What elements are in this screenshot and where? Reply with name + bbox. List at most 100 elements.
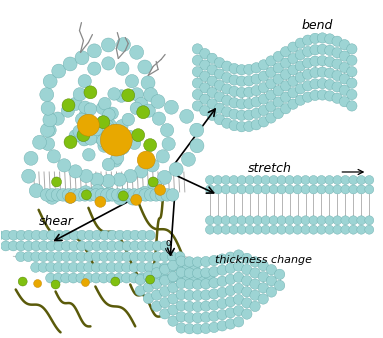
Circle shape xyxy=(213,175,223,185)
Circle shape xyxy=(261,216,270,225)
Text: α: α xyxy=(166,238,172,248)
Circle shape xyxy=(225,319,236,329)
Circle shape xyxy=(184,268,195,278)
Circle shape xyxy=(317,90,327,100)
Circle shape xyxy=(347,101,357,111)
Circle shape xyxy=(166,189,179,201)
Circle shape xyxy=(100,139,113,151)
Circle shape xyxy=(101,119,114,132)
Circle shape xyxy=(129,273,139,283)
Circle shape xyxy=(237,185,246,194)
Circle shape xyxy=(225,252,236,262)
Circle shape xyxy=(148,178,162,192)
Circle shape xyxy=(84,262,94,272)
Circle shape xyxy=(229,86,239,97)
Circle shape xyxy=(83,273,93,283)
Circle shape xyxy=(161,189,173,201)
Circle shape xyxy=(295,72,306,82)
Circle shape xyxy=(76,262,86,272)
Circle shape xyxy=(101,187,115,201)
Circle shape xyxy=(234,306,244,316)
Circle shape xyxy=(192,324,203,334)
Circle shape xyxy=(115,90,128,102)
Circle shape xyxy=(175,262,185,272)
Circle shape xyxy=(160,286,170,297)
Circle shape xyxy=(61,104,75,117)
Circle shape xyxy=(18,277,27,286)
Circle shape xyxy=(122,252,132,262)
Circle shape xyxy=(142,104,155,117)
Circle shape xyxy=(285,175,294,185)
Circle shape xyxy=(192,268,203,279)
Circle shape xyxy=(33,135,46,149)
Circle shape xyxy=(167,262,177,272)
Circle shape xyxy=(259,105,269,116)
Circle shape xyxy=(168,294,178,304)
Circle shape xyxy=(253,175,262,185)
Circle shape xyxy=(84,132,97,145)
Circle shape xyxy=(205,175,214,185)
Circle shape xyxy=(221,185,230,194)
Circle shape xyxy=(73,189,86,201)
Circle shape xyxy=(123,230,133,240)
Circle shape xyxy=(151,268,162,278)
Circle shape xyxy=(116,62,129,75)
Circle shape xyxy=(280,92,291,102)
Circle shape xyxy=(293,216,302,225)
Circle shape xyxy=(209,289,219,299)
Circle shape xyxy=(357,175,366,185)
Circle shape xyxy=(301,185,310,194)
Circle shape xyxy=(253,216,262,225)
Circle shape xyxy=(293,175,302,185)
Circle shape xyxy=(317,67,327,77)
Circle shape xyxy=(54,241,64,251)
Circle shape xyxy=(269,175,278,185)
Circle shape xyxy=(295,38,306,48)
Circle shape xyxy=(234,250,244,260)
Circle shape xyxy=(269,225,278,234)
Circle shape xyxy=(317,185,326,194)
Circle shape xyxy=(285,185,294,194)
Circle shape xyxy=(51,280,60,289)
Circle shape xyxy=(277,175,286,185)
Circle shape xyxy=(125,74,139,88)
Circle shape xyxy=(310,45,320,55)
Circle shape xyxy=(160,123,174,137)
Circle shape xyxy=(117,142,129,154)
Circle shape xyxy=(152,262,162,272)
Circle shape xyxy=(251,120,262,130)
Circle shape xyxy=(57,159,71,172)
Circle shape xyxy=(280,69,291,80)
Circle shape xyxy=(102,57,115,70)
Circle shape xyxy=(111,130,124,143)
Circle shape xyxy=(91,273,101,283)
Circle shape xyxy=(135,97,148,111)
Circle shape xyxy=(301,216,310,225)
Circle shape xyxy=(121,273,131,283)
Circle shape xyxy=(176,300,187,311)
Circle shape xyxy=(277,185,286,194)
Circle shape xyxy=(266,79,276,89)
Circle shape xyxy=(214,92,225,102)
Circle shape xyxy=(273,51,283,62)
Circle shape xyxy=(160,297,170,308)
Circle shape xyxy=(209,300,219,310)
Circle shape xyxy=(339,62,350,73)
Circle shape xyxy=(87,44,101,58)
Circle shape xyxy=(266,287,277,297)
Circle shape xyxy=(325,91,335,101)
Circle shape xyxy=(40,123,54,137)
Circle shape xyxy=(222,95,232,105)
Circle shape xyxy=(317,225,326,234)
Circle shape xyxy=(229,216,238,225)
Circle shape xyxy=(101,189,113,201)
Circle shape xyxy=(103,127,116,140)
Circle shape xyxy=(339,96,350,107)
Circle shape xyxy=(45,190,59,204)
Circle shape xyxy=(95,132,107,145)
Circle shape xyxy=(160,264,170,274)
Circle shape xyxy=(137,241,147,251)
Circle shape xyxy=(112,139,125,151)
Circle shape xyxy=(357,225,366,234)
Circle shape xyxy=(341,225,350,234)
